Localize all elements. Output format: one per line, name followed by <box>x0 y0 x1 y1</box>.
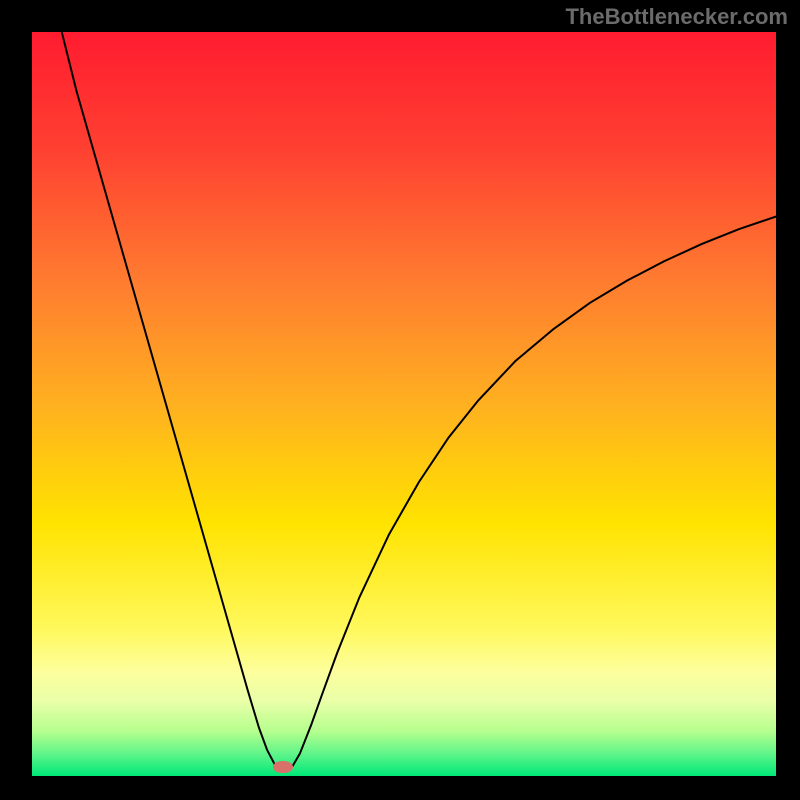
bottleneck-curve <box>32 32 776 776</box>
plot-area <box>32 32 776 776</box>
chart-container: TheBottlenecker.com <box>0 0 800 800</box>
optimum-marker <box>273 761 293 773</box>
watermark-text: TheBottlenecker.com <box>565 4 788 30</box>
